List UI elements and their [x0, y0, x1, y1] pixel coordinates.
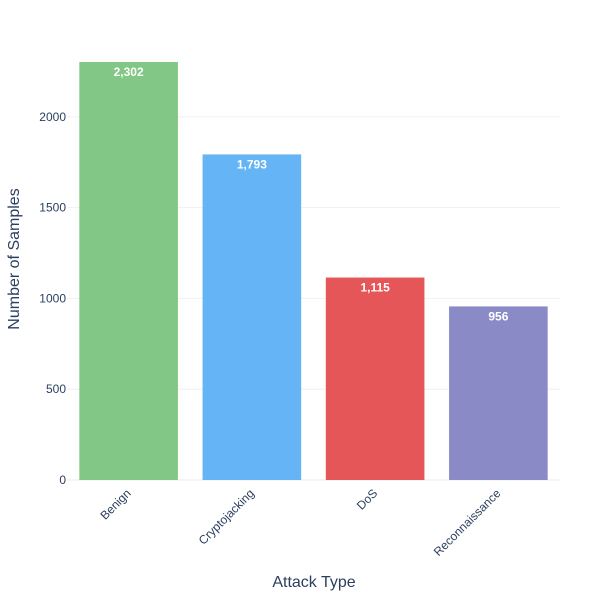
y-tick-label: 2000: [39, 110, 66, 124]
bar-value-label: 1,115: [360, 281, 390, 295]
y-tick-label: 500: [46, 382, 66, 396]
x-tick-label: Benign: [97, 486, 133, 522]
bar-benign[interactable]: [79, 62, 178, 480]
bar-value-label: 956: [488, 309, 508, 323]
y-axis-title: Number of Samples: [6, 188, 23, 329]
x-tick-label: Reconnaissance: [431, 486, 504, 559]
bar-reconnaissance[interactable]: [449, 306, 548, 480]
bar-layer: 2,302 1,793 1,115 956: [79, 62, 548, 480]
bar-cryptojacking[interactable]: [202, 154, 302, 480]
x-tick-label: DoS: [354, 486, 380, 512]
bar-value-label: 2,302: [114, 65, 144, 79]
bar-value-label: 1,793: [237, 157, 267, 171]
y-tick-label: 1000: [39, 291, 66, 305]
y-axis-ticks: 0 500 1000 1500 2000: [39, 110, 66, 487]
y-tick-label: 1500: [39, 201, 66, 215]
x-axis-title: Attack Type: [272, 574, 355, 591]
y-tick-label: 0: [59, 473, 66, 487]
x-axis-ticks: Benign Cryptojacking DoS Reconnaissance: [97, 486, 503, 559]
bar-dos[interactable]: [325, 277, 425, 480]
x-tick-label: Cryptojacking: [196, 486, 257, 547]
